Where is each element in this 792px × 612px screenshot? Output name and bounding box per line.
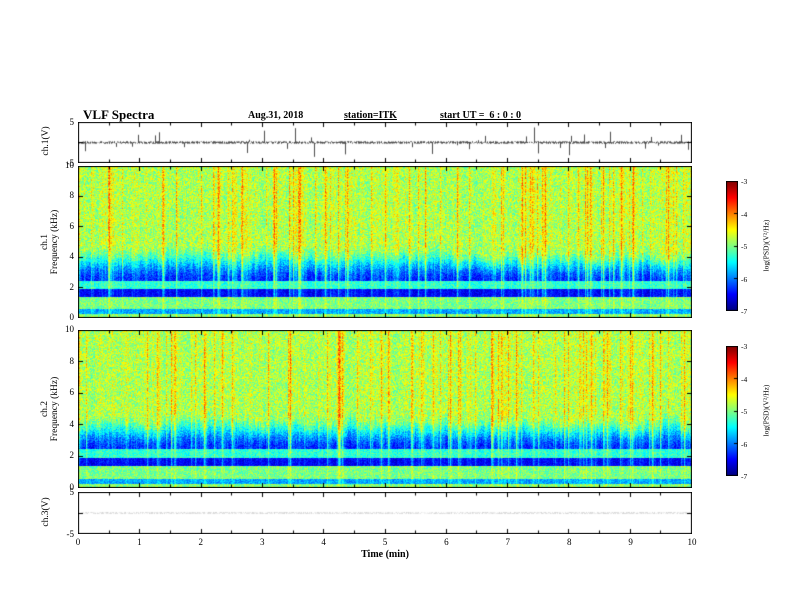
ch1-spec-channel-label: ch.1 xyxy=(40,233,50,251)
colorbar-tick-label: -3 xyxy=(741,342,748,351)
ch3-waveform-panel xyxy=(78,492,692,534)
y-tick-label: 6 xyxy=(69,387,75,398)
ch1-waveform-panel xyxy=(78,122,692,163)
ch1-spectrogram-panel xyxy=(78,166,692,318)
x-tick-label: 5 xyxy=(382,537,388,547)
x-tick-label: 6 xyxy=(444,537,449,547)
colorbar-tick-label: -5 xyxy=(741,242,748,251)
y-tick-label: 0 xyxy=(69,312,75,322)
y-tick-label: 10 xyxy=(65,160,74,170)
y-tick-label: -5 xyxy=(66,158,75,168)
colorbar-tick-label: -4 xyxy=(741,209,748,219)
y-tick-label: 2 xyxy=(69,450,75,461)
y-tick-label: 4 xyxy=(69,418,75,429)
colorbar-tick-label: -3 xyxy=(741,177,748,186)
figure-date: Aug.31, 2018 xyxy=(248,110,304,121)
y-tick-label: 4 xyxy=(69,251,75,262)
x-tick-label: 4 xyxy=(321,537,326,547)
y-tick-label: 8 xyxy=(69,190,75,201)
y-tick-label: 5 xyxy=(69,117,75,127)
y-tick-label: 2 xyxy=(69,281,75,292)
x-tick-label: 2 xyxy=(198,537,204,547)
y-tick-label: 6 xyxy=(69,220,75,231)
x-tick-label: 1 xyxy=(137,537,142,547)
x-tick-label: 3 xyxy=(259,537,265,547)
figure-station: station=ITK xyxy=(344,110,397,121)
ch2-spectrogram-panel xyxy=(78,330,692,488)
x-tick-label: 10 xyxy=(687,537,697,547)
y-tick-label: 10 xyxy=(65,324,74,334)
colorbar-tick-label: -6 xyxy=(741,439,748,449)
y-tick-label: 0 xyxy=(69,482,75,492)
x-axis-label: Time (min) xyxy=(361,549,409,560)
ch2-spec-channel-label: ch.2 xyxy=(40,400,50,418)
x-tick-label: 9 xyxy=(628,537,633,547)
colorbar-tick-label: -7 xyxy=(741,307,748,316)
colorbar-tick-label: -7 xyxy=(741,472,748,481)
colorbar-tick-label: -4 xyxy=(741,374,748,384)
y-tick-label: 8 xyxy=(69,355,75,366)
colorbar-tick-label: -5 xyxy=(741,407,748,416)
figure-title: VLF Spectra xyxy=(83,107,155,122)
y-tick-label: -5 xyxy=(66,529,75,539)
x-tick-label: 0 xyxy=(75,537,81,547)
colorbar-tick-label: -6 xyxy=(741,274,748,284)
colorbar1-label: log(PSD)(V²/Hz) xyxy=(761,219,771,272)
colorbar-ch1 xyxy=(726,181,738,311)
x-tick-label: 7 xyxy=(505,537,511,547)
x-tick-label: 8 xyxy=(566,537,572,547)
colorbar-ch2 xyxy=(726,346,738,476)
y-tick-label: 5 xyxy=(69,487,75,497)
figure-start-ut: start UT = 6 : 0 : 0 xyxy=(440,110,522,121)
colorbar2-label: log(PSD)(V²/Hz) xyxy=(761,384,771,437)
